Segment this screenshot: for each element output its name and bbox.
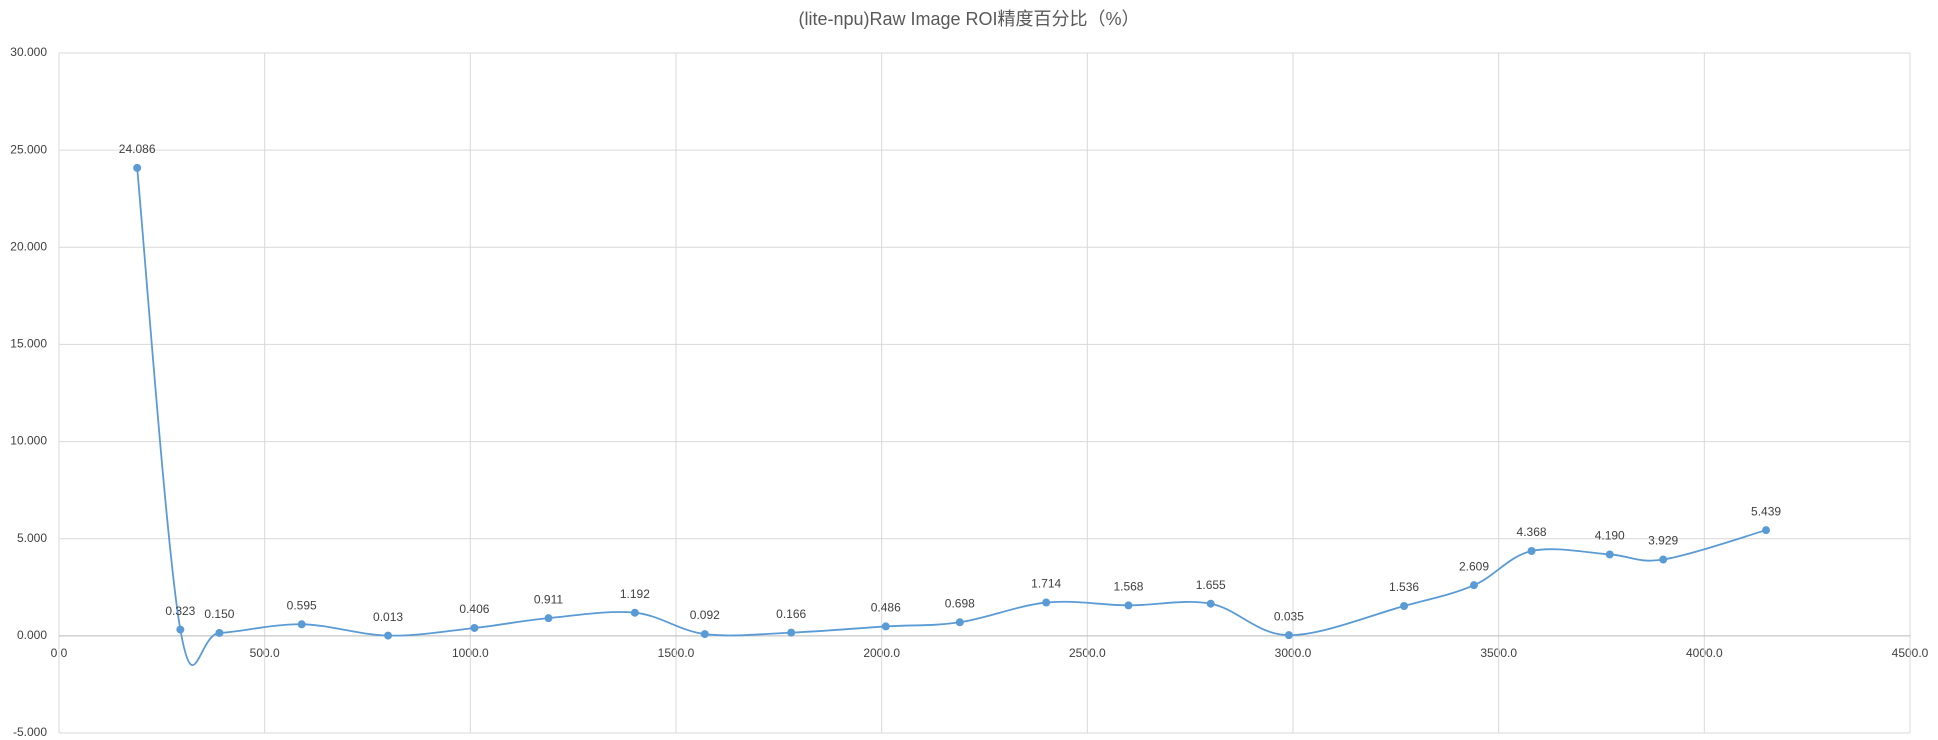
data-label: 1.192 (620, 587, 650, 601)
data-label: 0.911 (534, 592, 563, 606)
y-tick-label: 15.000 (10, 337, 47, 351)
y-tick-label: 30.000 (10, 45, 47, 59)
data-label: 1.536 (1389, 580, 1419, 594)
data-label: 0.323 (165, 604, 195, 618)
data-point (1400, 602, 1409, 611)
data-point (297, 620, 306, 629)
y-tick-label: 20.000 (10, 239, 47, 253)
data-point (630, 608, 639, 617)
data-point (1042, 598, 1051, 607)
data-point (544, 614, 553, 623)
data-point (176, 625, 185, 634)
data-label: 0.698 (945, 596, 975, 610)
data-point (1762, 526, 1771, 535)
data-point (1206, 599, 1215, 608)
data-point (1124, 601, 1133, 610)
data-point (1659, 555, 1668, 564)
data-point (1284, 631, 1293, 640)
data-label: 0.595 (287, 598, 317, 612)
data-label: 0.406 (459, 602, 489, 616)
data-point (1605, 550, 1614, 559)
data-label: 1.714 (1031, 577, 1061, 591)
data-point (133, 163, 142, 172)
data-label: 0.166 (776, 607, 806, 621)
data-label: 5.439 (1751, 504, 1781, 518)
y-tick-label: -5.000 (13, 725, 47, 739)
data-label: 1.568 (1113, 580, 1143, 594)
data-label: 0.150 (204, 607, 234, 621)
y-tick-label: 10.000 (10, 434, 47, 448)
data-label: 0.486 (871, 601, 901, 615)
data-label: 3.929 (1648, 534, 1678, 548)
y-tick-label: 0.000 (17, 628, 47, 642)
data-label: 4.190 (1595, 529, 1625, 543)
data-point (1469, 581, 1478, 590)
data-point (881, 622, 890, 631)
data-label: 24.086 (119, 142, 156, 156)
y-tick-label: 5.000 (17, 531, 47, 545)
data-label: 0.013 (373, 610, 403, 624)
data-point (700, 630, 709, 639)
data-label: 2.609 (1459, 559, 1489, 573)
data-label: 0.035 (1274, 609, 1304, 623)
data-point (1527, 546, 1536, 555)
data-point (955, 618, 964, 627)
data-label: 4.368 (1517, 525, 1547, 539)
data-point (787, 628, 796, 637)
y-tick-label: 25.000 (10, 142, 47, 156)
data-point (215, 628, 224, 637)
data-label: 1.655 (1196, 578, 1226, 592)
data-label: 0.092 (690, 608, 720, 622)
series-line (136, 167, 1767, 666)
data-point (384, 631, 393, 640)
chart-title: (lite-npu)Raw Image ROI精度百分比（%） (798, 9, 1139, 29)
data-point (470, 623, 479, 632)
